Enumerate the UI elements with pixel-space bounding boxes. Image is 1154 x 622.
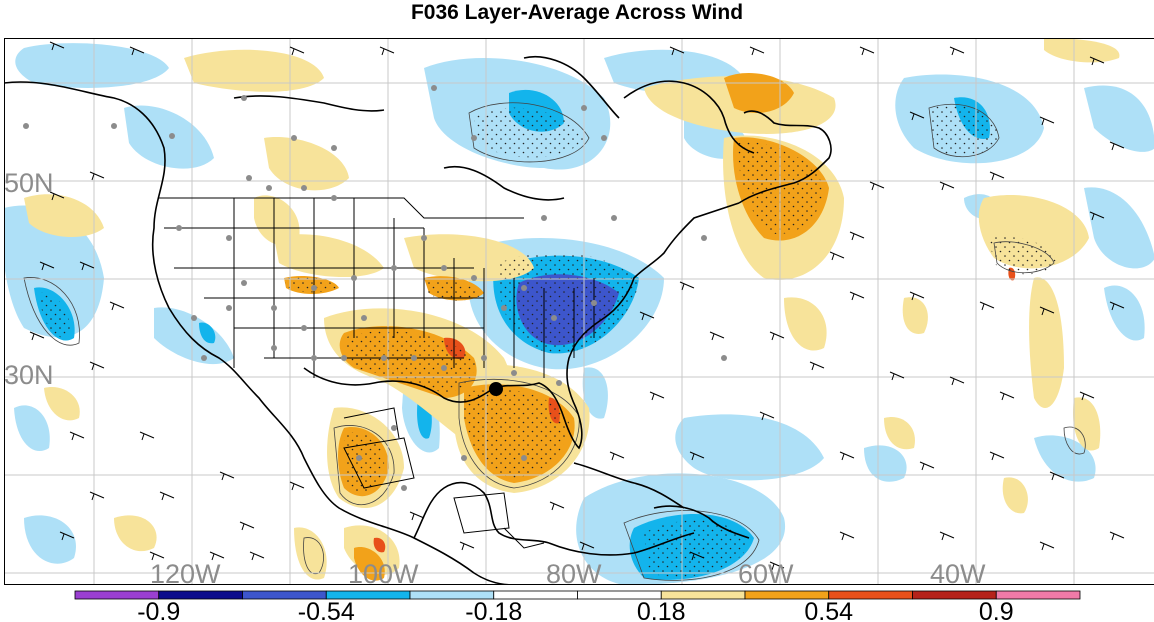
colorbar-tick-label: -0.54 — [298, 598, 355, 622]
lon-label-100w: 100W — [348, 559, 419, 585]
colorbar-labels: -0.9 -0.54 -0.18 0.18 0.54 0.9 — [137, 598, 1013, 622]
lon-label-80w: 80W — [546, 559, 602, 585]
lon-label-40w: 40W — [930, 559, 986, 585]
lon-label-60w: 60W — [738, 559, 794, 585]
map-border — [4, 38, 1154, 585]
colorbar-tick-label: 0.9 — [979, 598, 1014, 622]
colorbar-tick-label: 0.54 — [804, 598, 853, 622]
colorbar: -0.9 -0.54 -0.18 0.18 0.54 0.9 — [74, 590, 1081, 622]
lat-label-50n: 50N — [4, 168, 54, 198]
coastlines — [4, 55, 832, 585]
lon-label-120w: 120W — [150, 559, 221, 585]
station-dots — [23, 85, 727, 491]
wind-barbs — [29, 41, 1125, 571]
colorbar-swatches — [74, 590, 1081, 600]
lat-lon-grid — [4, 38, 1154, 585]
weather-map: 50N 30N 120W 100W 80W 60W 40W — [4, 38, 1154, 585]
colorbar-tick-label: -0.9 — [137, 598, 180, 622]
state-borders — [159, 197, 595, 549]
chart-title: F036 Layer-Average Across Wind — [410, 1, 744, 24]
colorbar-swatch — [995, 590, 1081, 600]
storm-center-marker — [489, 382, 503, 396]
lat-label-30n: 30N — [4, 360, 54, 390]
colorbar-tick-label: -0.18 — [465, 598, 522, 622]
colorbar-tick-label: 0.18 — [637, 598, 686, 622]
